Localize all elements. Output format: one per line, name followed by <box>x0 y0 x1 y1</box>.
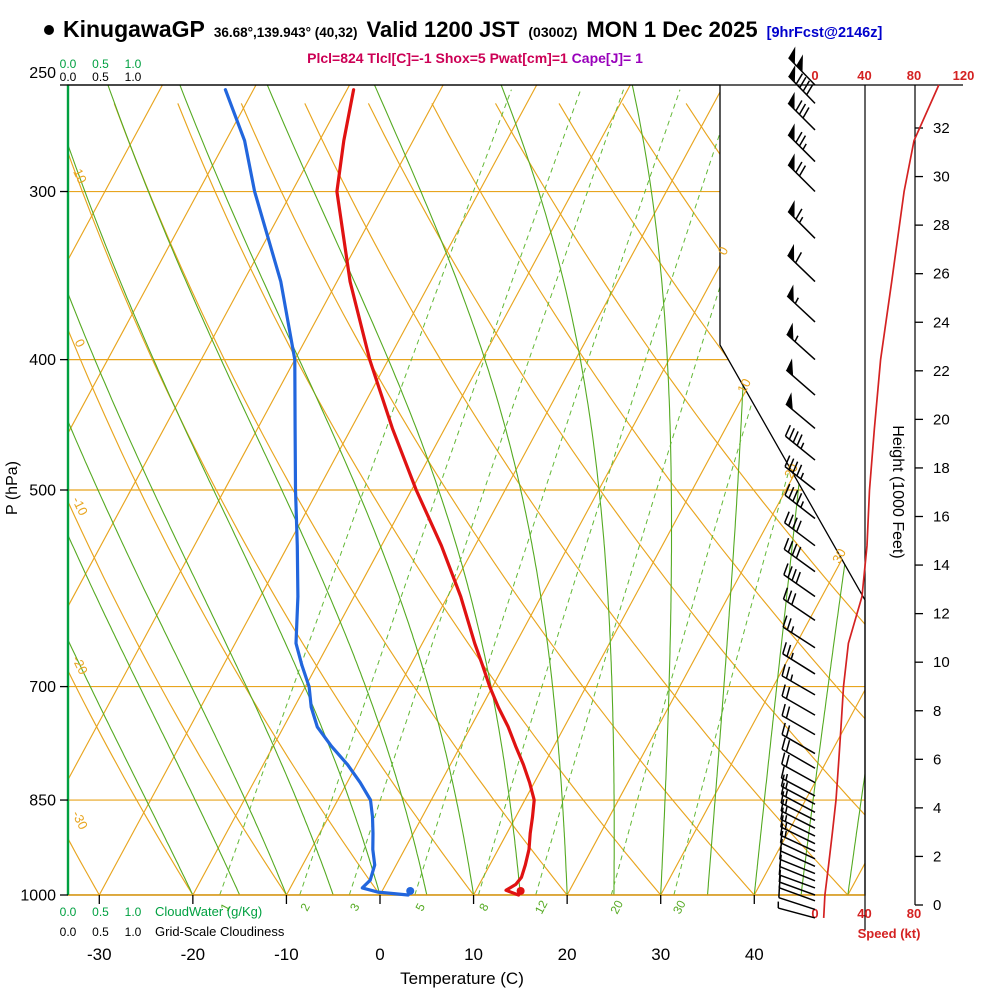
svg-text:-30: -30 <box>87 945 112 964</box>
title-bar: KinugawaGP 36.68°,139.943° (40,32) Valid… <box>44 16 882 43</box>
svg-text:0: 0 <box>72 336 89 349</box>
svg-text:8: 8 <box>933 703 941 720</box>
svg-text:18: 18 <box>933 460 950 477</box>
svg-text:0.5: 0.5 <box>92 905 109 919</box>
svg-text:30: 30 <box>651 945 670 964</box>
svg-text:400: 400 <box>29 352 56 369</box>
svg-text:P (hPa): P (hPa) <box>4 461 21 515</box>
svg-text:20: 20 <box>558 945 577 964</box>
svg-text:250: 250 <box>29 65 56 82</box>
svg-text:26: 26 <box>933 266 950 283</box>
svg-text:0.5: 0.5 <box>92 57 109 71</box>
skewt-grid <box>68 85 865 895</box>
svg-text:300: 300 <box>29 184 56 201</box>
svg-text:80: 80 <box>907 68 921 83</box>
svg-text:10: 10 <box>933 654 950 671</box>
svg-text:3: 3 <box>347 901 363 914</box>
svg-text:0.5: 0.5 <box>92 70 109 84</box>
svg-text:0.5: 0.5 <box>92 925 109 939</box>
svg-text:0.0: 0.0 <box>60 70 77 84</box>
svg-text:12: 12 <box>933 606 950 623</box>
indices-main: Plcl=824 Tlcl[C]=-1 Shox=5 Pwat[cm]=1 <box>307 50 568 66</box>
svg-text:40: 40 <box>857 68 871 83</box>
svg-text:32: 32 <box>933 120 950 137</box>
svg-text:30: 30 <box>829 546 849 566</box>
svg-text:120: 120 <box>953 68 975 83</box>
temperature-surface-dot <box>516 887 525 895</box>
svg-text:1.0: 1.0 <box>125 57 142 71</box>
svg-text:CloudWater (g/Kg): CloudWater (g/Kg) <box>155 904 262 919</box>
svg-text:Height (1000 Feet): Height (1000 Feet) <box>889 425 906 558</box>
svg-text:1.0: 1.0 <box>125 70 142 84</box>
station-coords: 36.68°,139.943° (40,32) <box>213 25 358 40</box>
svg-text:0: 0 <box>811 68 818 83</box>
svg-text:-10: -10 <box>69 494 91 517</box>
svg-text:Speed (kt): Speed (kt) <box>858 926 921 941</box>
svg-text:30: 30 <box>670 898 689 917</box>
svg-text:10: 10 <box>70 166 90 186</box>
svg-text:0.0: 0.0 <box>60 925 77 939</box>
svg-text:30: 30 <box>933 169 950 186</box>
svg-text:0: 0 <box>933 897 941 914</box>
svg-text:-30: -30 <box>69 808 91 831</box>
valid-date: MON 1 Dec 2025 <box>586 17 758 42</box>
svg-text:20: 20 <box>933 411 950 428</box>
svg-text:Grid-Scale Cloudiness: Grid-Scale Cloudiness <box>155 924 285 939</box>
valid-zulu: (0300Z) <box>528 24 578 40</box>
svg-text:0.0: 0.0 <box>60 57 77 71</box>
svg-text:80: 80 <box>907 906 921 921</box>
svg-text:1.0: 1.0 <box>125 905 142 919</box>
svg-text:850: 850 <box>29 793 56 810</box>
svg-text:40: 40 <box>745 945 764 964</box>
svg-text:0: 0 <box>715 244 732 257</box>
wind-speed-profile <box>822 84 940 918</box>
svg-text:-10: -10 <box>274 945 299 964</box>
svg-text:2: 2 <box>297 901 313 914</box>
dewpoint-curve <box>223 88 410 897</box>
station-dot-icon <box>44 24 54 35</box>
svg-text:20: 20 <box>607 898 626 917</box>
svg-text:-20: -20 <box>69 653 91 676</box>
svg-text:5: 5 <box>413 901 429 914</box>
svg-text:700: 700 <box>29 679 56 696</box>
svg-text:0: 0 <box>375 945 384 964</box>
svg-text:500: 500 <box>29 483 56 500</box>
svg-text:10: 10 <box>734 376 754 396</box>
svg-text:24: 24 <box>933 314 950 331</box>
svg-text:1000: 1000 <box>20 888 56 905</box>
svg-text:16: 16 <box>933 509 950 526</box>
svg-text:14: 14 <box>933 557 950 574</box>
temperature-curve <box>335 88 536 897</box>
svg-text:0: 0 <box>811 906 818 921</box>
svg-text:6: 6 <box>933 751 941 768</box>
svg-text:10: 10 <box>464 945 483 964</box>
svg-text:0.0: 0.0 <box>60 905 77 919</box>
svg-text:4: 4 <box>933 800 941 817</box>
svg-text:12: 12 <box>532 898 551 917</box>
svg-text:28: 28 <box>933 217 950 234</box>
indices-cape: Cape[J]= 1 <box>571 50 643 66</box>
svg-text:8: 8 <box>476 901 492 914</box>
dewpoint-surface-dot <box>406 887 415 895</box>
svg-text:-20: -20 <box>181 945 206 964</box>
svg-text:2: 2 <box>933 848 941 865</box>
forecast-tag: [9hrFcst@2146z] <box>766 25 883 41</box>
svg-text:40: 40 <box>857 906 871 921</box>
valid-time: Valid 1200 JST <box>366 17 520 42</box>
svg-text:22: 22 <box>933 363 950 380</box>
station-name: KinugawaGP <box>63 16 205 42</box>
svg-text:Temperature (C): Temperature (C) <box>400 969 524 988</box>
wind-barbs <box>777 46 816 919</box>
stability-indices: Plcl=824 Tlcl[C]=-1 Shox=5 Pwat[cm]=1 Ca… <box>0 50 950 66</box>
svg-text:1.0: 1.0 <box>125 925 142 939</box>
